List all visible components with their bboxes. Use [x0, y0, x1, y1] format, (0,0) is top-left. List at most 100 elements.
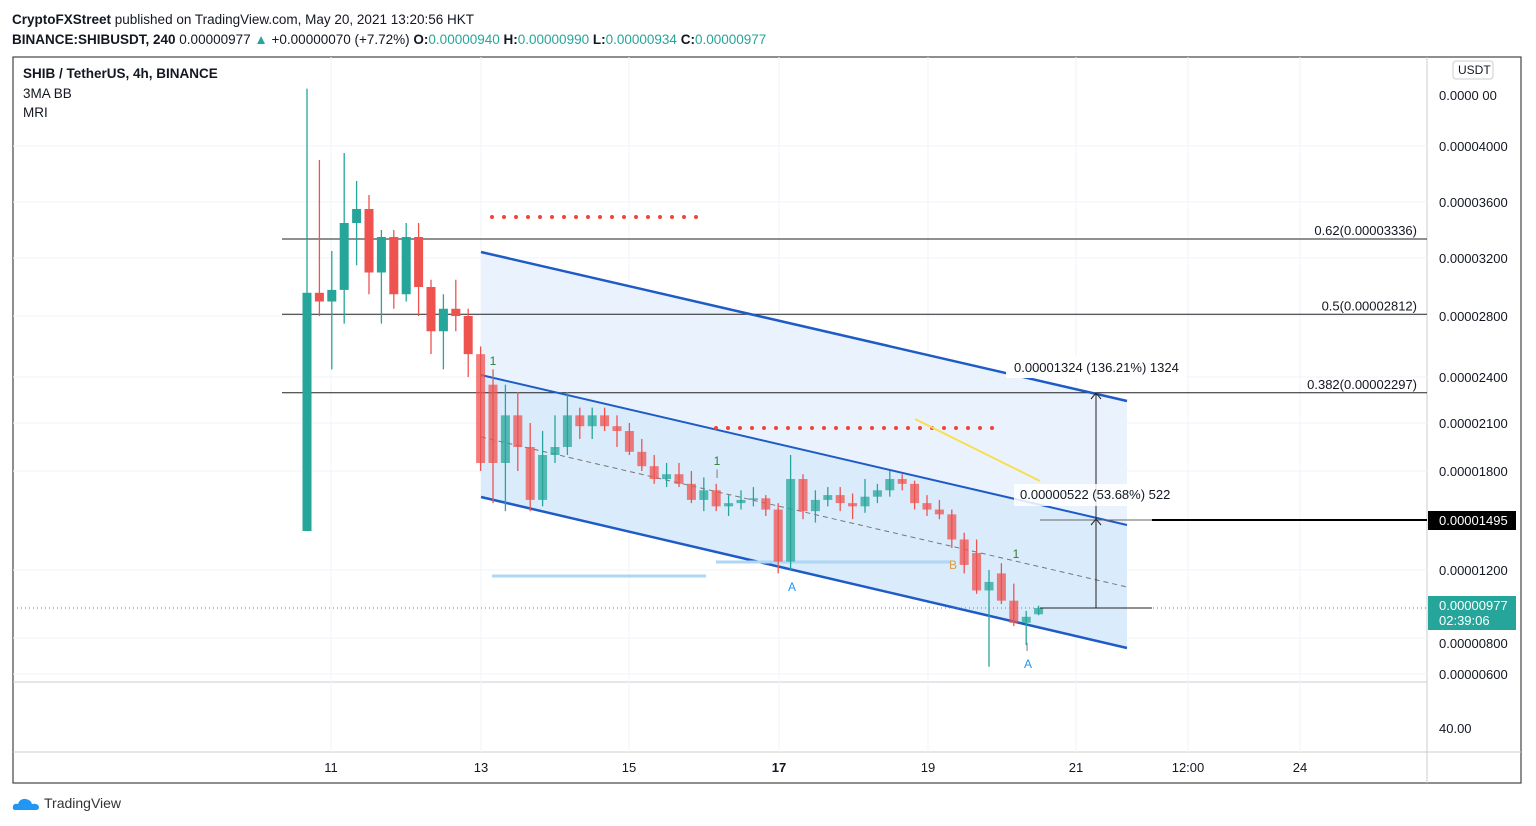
- candle-body: [562, 415, 572, 447]
- fib-label: 0.382(0.00002297): [1307, 377, 1417, 392]
- candle-body: [848, 503, 858, 507]
- candle-body: [513, 415, 523, 447]
- candle-body: [910, 483, 920, 504]
- candle-body: [674, 474, 684, 484]
- price-tick-label: 0.00001200: [1439, 563, 1508, 578]
- high-value: 0.00000990: [517, 32, 590, 47]
- tradingview-logo[interactable]: TradingView: [12, 795, 121, 811]
- high-label: H:: [503, 32, 518, 47]
- time-tick-label: 19: [921, 760, 935, 775]
- chart-legend-title: SHIB / TetherUS, 4h, BINANCE: [23, 66, 218, 81]
- low-label: L:: [592, 32, 606, 47]
- resistance-dot: [954, 426, 958, 430]
- time-tick-label: 17: [772, 760, 786, 775]
- resistance-dot: [538, 215, 542, 219]
- signal-marker: I: [1025, 640, 1028, 654]
- current-price-tag: [1428, 596, 1516, 630]
- candle-body: [934, 509, 944, 515]
- candle-body: [711, 490, 721, 507]
- time-tick-label: 21: [1069, 760, 1083, 775]
- candle-body: [463, 316, 473, 355]
- price-tick-label: 0.0000 00: [1439, 88, 1497, 103]
- candle-body: [401, 237, 411, 295]
- current-price-label: 0.00000977: [1439, 598, 1508, 613]
- candle-body: [1034, 608, 1044, 615]
- candle-body: [550, 447, 560, 455]
- resistance-dot: [502, 215, 506, 219]
- currency-badge: [1452, 60, 1494, 80]
- resistance-dot: [906, 426, 910, 430]
- candle-body: [872, 490, 882, 497]
- resistance-dot: [622, 215, 626, 219]
- resistance-dot: [822, 426, 826, 430]
- resistance-dot: [882, 426, 886, 430]
- candle-body: [761, 498, 771, 510]
- candle-body: [972, 553, 982, 591]
- currency-badge-label: USDT: [1458, 63, 1491, 77]
- candle-body: [414, 237, 424, 287]
- indicator-3ma-bb[interactable]: 3MA BB: [23, 86, 72, 101]
- ohlc-bar: BINANCE:SHIBUSDT, 240 0.00000977 ▲ +0.00…: [12, 32, 766, 47]
- lower-pane-tick: 40.00: [1439, 721, 1472, 736]
- price-change: +0.00000070 (+7.72%): [271, 32, 410, 47]
- candle-body: [686, 483, 696, 500]
- candle-body: [724, 503, 734, 507]
- signal-marker: 1: [1013, 547, 1020, 561]
- price-tick-label: 0.00001800: [1439, 464, 1508, 479]
- candle-body: [835, 495, 845, 504]
- candle-body: [773, 509, 783, 562]
- resistance-dot: [774, 426, 778, 430]
- resistance-dot: [610, 215, 614, 219]
- resistance-dot: [646, 215, 650, 219]
- candle-body: [748, 498, 758, 500]
- resistance-dot: [942, 426, 946, 430]
- candle-body: [1009, 600, 1019, 623]
- measure-label-2: 0.00000522 (53.68%) 522: [1020, 487, 1170, 502]
- candle-body: [959, 539, 969, 565]
- candle-body: [314, 292, 324, 302]
- channel-line: [480, 495, 1128, 650]
- resistance-dot: [858, 426, 862, 430]
- fib-label: 0.62(0.00003336): [1314, 223, 1417, 238]
- candle-body: [476, 354, 486, 463]
- channel-fill-inner: [481, 375, 1127, 648]
- resistance-dot: [526, 215, 530, 219]
- channel-midline: [480, 436, 1128, 588]
- signal-marker: I: [491, 369, 494, 383]
- price-tick-label: 0.00002100: [1439, 416, 1508, 431]
- up-arrow-icon: ▲: [254, 32, 268, 47]
- candle-body: [897, 479, 907, 484]
- candle-body: [302, 292, 312, 532]
- countdown-label: 02:39:06: [1439, 613, 1490, 628]
- signal-marker: I: [715, 467, 718, 481]
- signal-marker: 1: [714, 454, 721, 468]
- indicator-mri[interactable]: MRI: [23, 105, 48, 120]
- arrow-up-icon: [1090, 392, 1102, 526]
- candle-body: [662, 474, 672, 480]
- resistance-dot: [562, 215, 566, 219]
- price-tick-label: 0.00000600: [1439, 667, 1508, 682]
- resistance-dot: [762, 426, 766, 430]
- time-tick-label: 13: [474, 760, 488, 775]
- measure-label-1: 0.00001324 (136.21%) 1324: [1014, 360, 1179, 375]
- open-value: 0.00000940: [428, 32, 500, 47]
- resistance-dot: [786, 426, 790, 430]
- candle-body: [860, 496, 870, 507]
- time-tick-label: 12:00: [1172, 760, 1205, 775]
- candle-body: [922, 503, 932, 510]
- yellow-trendline: [914, 418, 1041, 482]
- candle-body: [327, 289, 337, 302]
- resistance-dot: [598, 215, 602, 219]
- candle-body: [699, 490, 709, 500]
- candle-body: [1021, 616, 1031, 623]
- resistance-dot: [894, 426, 898, 430]
- resistance-dot: [978, 426, 982, 430]
- candle-body: [823, 495, 833, 500]
- resistance-dot: [634, 215, 638, 219]
- resistance-dot: [750, 426, 754, 430]
- candle-body: [984, 581, 994, 591]
- candle-body: [488, 384, 498, 463]
- publisher[interactable]: CryptoFXStreet: [12, 12, 112, 27]
- candle-body: [810, 499, 820, 512]
